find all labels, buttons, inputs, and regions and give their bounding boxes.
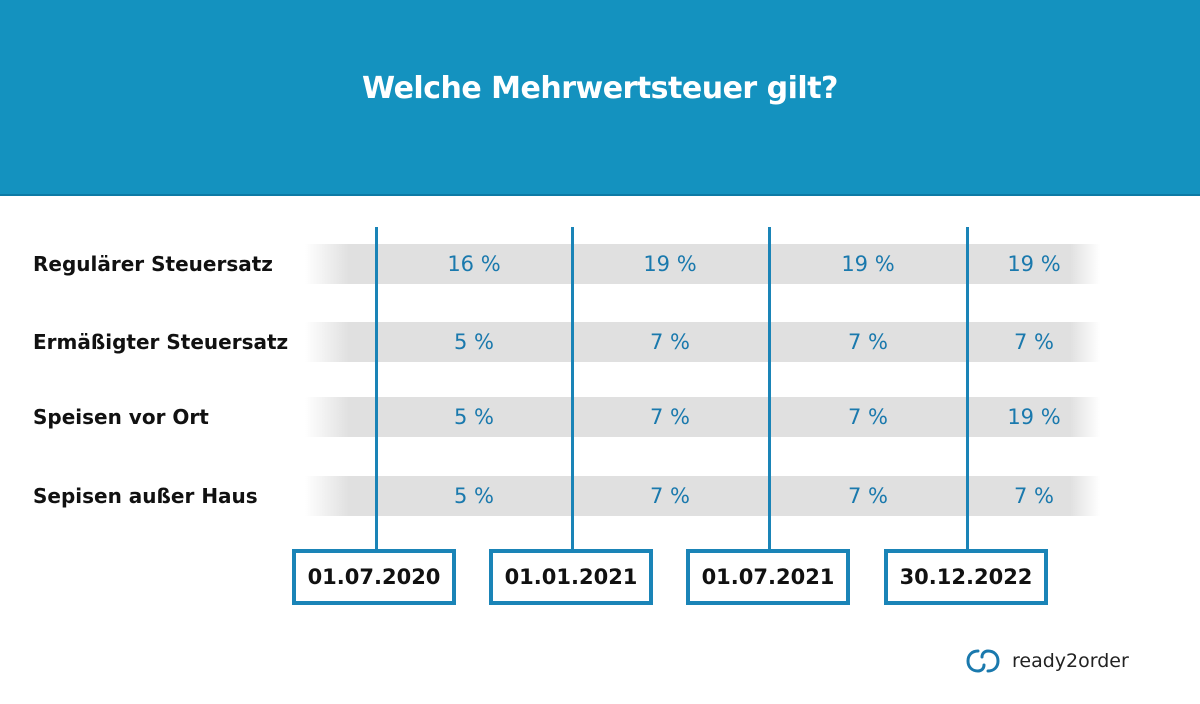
rate-cell: 5 % [454,330,494,354]
rate-cell: 16 % [447,252,501,276]
rate-cell: 7 % [848,484,888,508]
date-label: 01.07.2020 [307,565,441,589]
date-label: 01.07.2021 [701,565,835,589]
rate-cell: 7 % [848,330,888,354]
linked-rings-logo-icon [966,649,1000,673]
rate-cell: 5 % [454,405,494,429]
row-label: Speisen vor Ort [33,405,209,429]
brand-logo: ready2order [964,647,1129,675]
header-banner: Welche Mehrwertsteuer gilt? [0,0,1200,196]
date-box: 01.07.2020 [292,549,456,605]
rate-cell: 7 % [1014,330,1054,354]
date-box: 01.07.2021 [686,549,850,605]
page-title: Welche Mehrwertsteuer gilt? [362,71,838,106]
rate-cell: 7 % [848,405,888,429]
rate-cell: 7 % [650,405,690,429]
date-box: 01.01.2021 [489,549,653,605]
rate-cell: 7 % [1014,484,1054,508]
row-label: Sepisen außer Haus [33,484,258,508]
date-label: 30.12.2022 [899,565,1033,589]
timeline-line [966,227,969,549]
rate-cell: 19 % [643,252,697,276]
rate-cell: 19 % [841,252,895,276]
row-label: Ermäßigter Steuersatz [33,330,289,354]
date-box: 30.12.2022 [884,549,1048,605]
row-label: Regulärer Steuersatz [33,252,273,276]
timeline-line [375,227,378,549]
date-label: 01.01.2021 [504,565,638,589]
rate-cell: 19 % [1007,405,1061,429]
rate-cell: 19 % [1007,252,1061,276]
timeline-line [768,227,771,549]
brand-name: ready2order [1012,650,1129,672]
rate-cell: 7 % [650,330,690,354]
rate-cell: 7 % [650,484,690,508]
timeline-line [571,227,574,549]
rate-cell: 5 % [454,484,494,508]
